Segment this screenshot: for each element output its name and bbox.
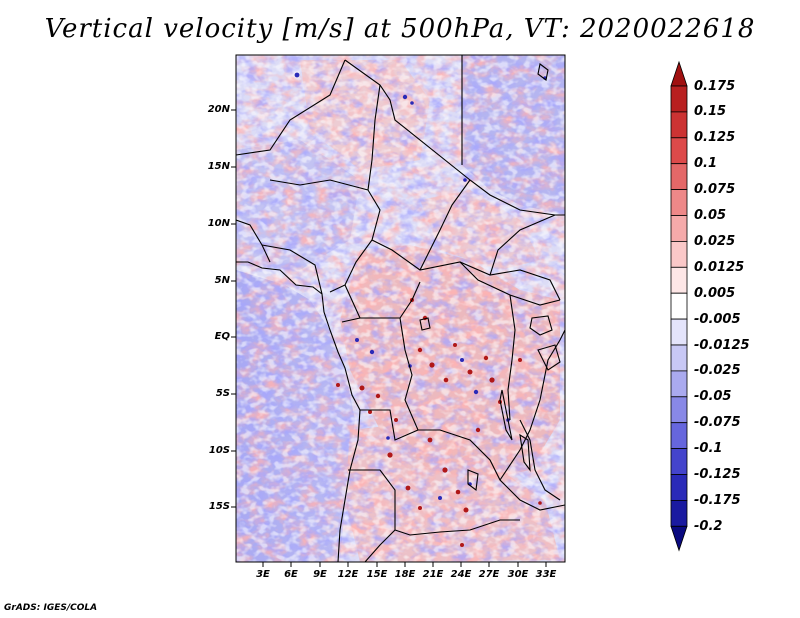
colorbar-swatch <box>670 474 688 501</box>
map-frame <box>235 54 566 563</box>
lat-label-10n: 10N <box>207 218 230 229</box>
colorbar-swatch <box>670 215 688 242</box>
lon-label-27e: 27E <box>478 569 500 580</box>
colorbar-level-label: -0.005 <box>694 311 741 327</box>
lon-label-3e: 3E <box>256 569 270 580</box>
lat-label-15n: 15N <box>207 161 230 172</box>
vertical-velocity-field <box>236 55 565 562</box>
colorbar-swatch <box>670 422 688 450</box>
lon-label-24e: 24E <box>450 569 472 580</box>
colorbar-level-label: -0.1 <box>694 441 723 457</box>
colorbar-level-label: 0.005 <box>694 285 736 301</box>
colorbar-swatch <box>670 370 688 398</box>
colorbar-level-label: -0.05 <box>694 389 732 405</box>
colorbar-level-label: 0.05 <box>694 208 727 223</box>
lon-label-12e: 12E <box>337 569 359 580</box>
colorbar-swatch <box>670 499 688 527</box>
colorbar-arrow-top <box>670 60 688 87</box>
lat-label-10s: 10S <box>208 445 230 456</box>
colorbar-swatch <box>670 344 688 372</box>
colorbar-level-label: 0.075 <box>694 182 736 198</box>
colorbar-level-label: -0.2 <box>694 518 723 534</box>
lon-label-33e: 33E <box>535 569 557 580</box>
colorbar-level-label: 0.125 <box>694 130 736 146</box>
colorbar-swatch <box>670 396 688 424</box>
colorbar-level-label: 0.1 <box>694 156 718 172</box>
colorbar-swatch <box>670 85 688 113</box>
colorbar-swatch <box>670 448 688 475</box>
lon-label-18e: 18E <box>394 569 416 580</box>
lon-label-21e: 21E <box>422 569 444 580</box>
colorbar-level-label: 0.15 <box>694 104 727 120</box>
lat-label-15s: 15S <box>208 501 230 512</box>
colorbar-arrow-bottom <box>670 525 688 552</box>
colorbar-level-label: -0.0125 <box>694 337 750 353</box>
colorbar-level-label: -0.025 <box>694 363 741 379</box>
lat-label-eq: EQ <box>214 331 230 342</box>
country-borders <box>236 55 565 562</box>
lat-label-5s: 5S <box>215 388 230 399</box>
colorbar-swatch <box>670 240 688 268</box>
colorbar-swatch <box>670 266 688 294</box>
map-title: Vertical velocity [m/s] at 500hPa, VT: 2… <box>44 14 756 44</box>
colorbar-level-label: -0.125 <box>694 467 741 482</box>
colorbar-level-label: 0.025 <box>694 233 736 249</box>
lat-label-5n: 5N <box>214 275 230 286</box>
colorbar-swatch <box>670 189 688 216</box>
colorbar-level-label: -0.175 <box>694 492 741 508</box>
colorbar-swatch <box>670 318 688 346</box>
lon-label-30e: 30E <box>507 569 529 580</box>
colorbar-level-label: 0.0125 <box>694 259 745 275</box>
colorbar-swatch <box>670 137 688 165</box>
colorbar-swatch <box>670 292 688 320</box>
colorbar-swatch <box>670 163 688 190</box>
colorbar-level-label: 0.175 <box>694 78 736 94</box>
footer-credit: GrADS: IGES/COLA <box>4 603 98 613</box>
lon-label-15e: 15E <box>366 569 388 580</box>
colorbar-swatch <box>670 111 688 139</box>
lon-label-6e: 6E <box>284 569 298 580</box>
lat-label-20n: 20N <box>207 104 230 115</box>
colorbar <box>670 60 688 552</box>
colorbar-level-label: -0.075 <box>694 415 741 431</box>
lon-label-9e: 9E <box>313 569 327 580</box>
